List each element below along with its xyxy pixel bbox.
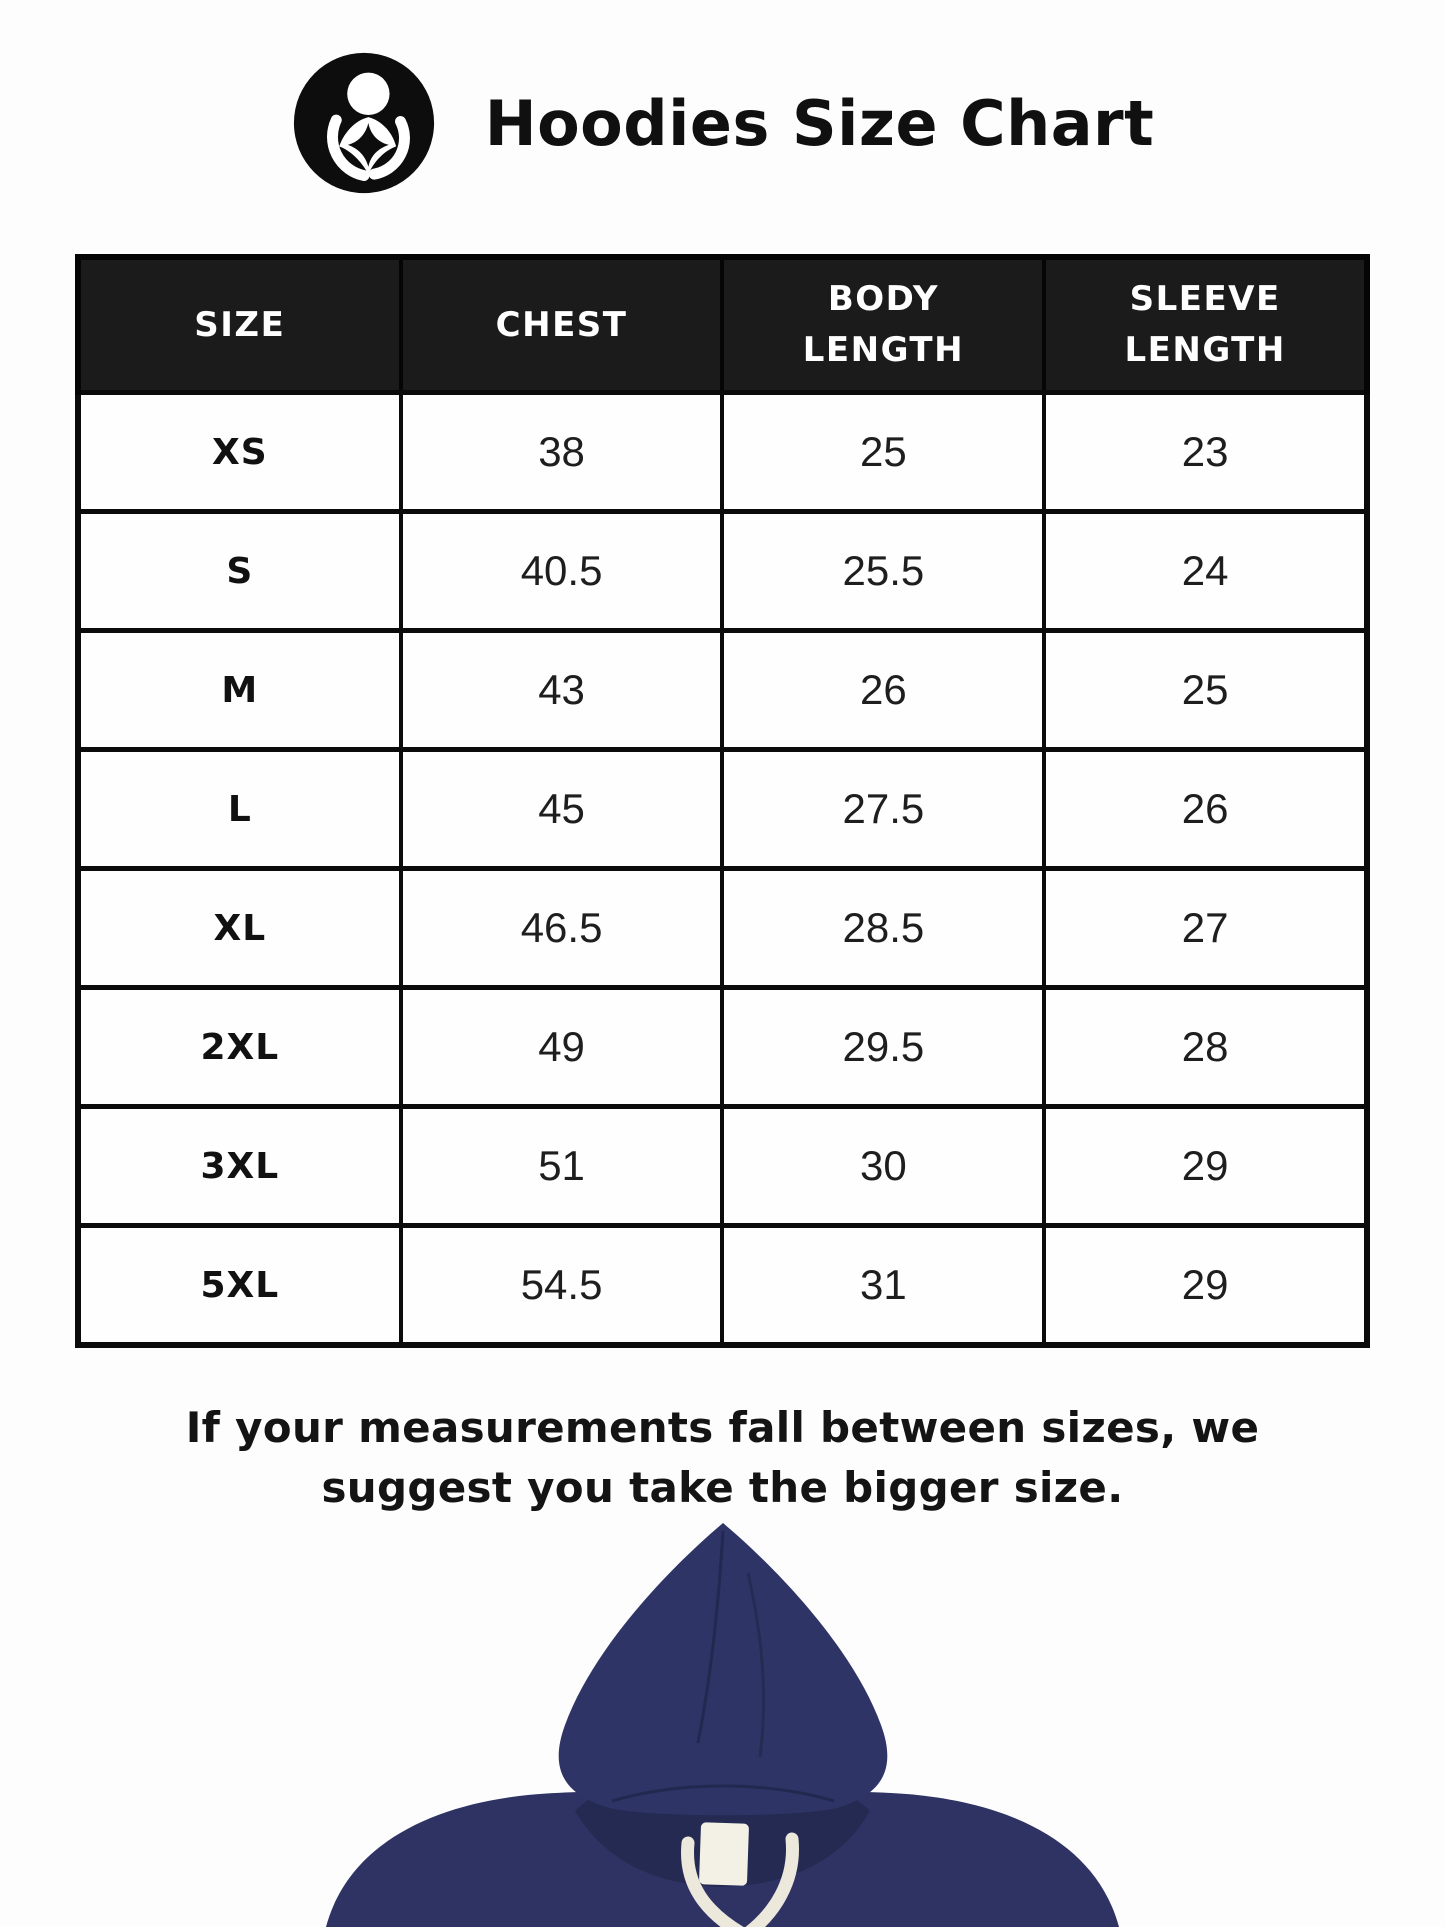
sleeve-length-cell: 23	[1042, 390, 1370, 514]
hoodie-neck-label	[699, 1822, 749, 1886]
column-header-sleeve-length: SLEEVE LENGTH	[1042, 254, 1370, 395]
chest-cell: 38	[398, 390, 725, 514]
column-header-size: SIZE	[75, 254, 403, 395]
sizing-note: If your measurements fall between sizes,…	[0, 1398, 1445, 1517]
sleeve-length-cell: 29	[1042, 1104, 1370, 1228]
size-cell: S	[75, 509, 403, 633]
chest-cell: 43	[398, 628, 725, 752]
table-row-s: S 40.5 25.5 24	[75, 509, 1370, 633]
body-length-cell: 30	[720, 1104, 1047, 1228]
chest-cell: 45	[398, 747, 725, 871]
size-cell: M	[75, 628, 403, 752]
table-row-xs: XS 38 25 23	[75, 390, 1370, 514]
body-length-cell: 31	[720, 1223, 1047, 1348]
page-title: Hoodies Size Chart	[484, 86, 1155, 160]
body-length-cell: 26	[720, 628, 1047, 752]
size-cell: 2XL	[75, 985, 403, 1109]
sleeve-length-cell: 26	[1042, 747, 1370, 871]
sleeve-length-cell: 24	[1042, 509, 1370, 633]
chest-cell: 40.5	[398, 509, 725, 633]
size-cell: XS	[75, 390, 403, 514]
size-cell: 3XL	[75, 1104, 403, 1228]
size-cell: L	[75, 747, 403, 871]
table-row-xl: XL 46.5 28.5 27	[75, 866, 1370, 990]
hoodie-hood-shape	[558, 1523, 888, 1816]
body-length-cell: 27.5	[720, 747, 1047, 871]
table-row-3xl: 3XL 51 30 29	[75, 1104, 1370, 1228]
sizing-note-line1: If your measurements fall between sizes,…	[185, 1403, 1260, 1452]
sleeve-length-cell: 25	[1042, 628, 1370, 752]
sleeve-length-cell: 27	[1042, 866, 1370, 990]
table-header: SIZE CHEST BODY LENGTH SLEEVE LENGTH	[75, 254, 1370, 395]
body-length-cell: 29.5	[720, 985, 1047, 1109]
column-header-chest: CHEST	[398, 254, 725, 395]
sleeve-length-cell: 29	[1042, 1223, 1370, 1348]
sizing-note-line2: suggest you take the bigger size.	[321, 1462, 1124, 1512]
hoodie-drawstring-left	[681, 1836, 744, 1927]
sleeve-length-cell: 28	[1042, 985, 1370, 1109]
table-row-l: L 45 27.5 26	[75, 747, 1370, 871]
table-row-2xl: 2XL 49 29.5 28	[75, 985, 1370, 1109]
hoodie-photo	[0, 1515, 1445, 1927]
chest-cell: 51	[398, 1104, 725, 1228]
size-chart-table: SIZE CHEST BODY LENGTH SLEEVE LENGTH XS …	[75, 254, 1370, 1348]
chest-cell: 54.5	[398, 1223, 725, 1348]
table-row-m: M 43 26 25	[75, 628, 1370, 752]
table-row-5xl: 5XL 54.5 31 29	[75, 1223, 1370, 1348]
hoodie-drawstring-right	[745, 1832, 799, 1927]
size-cell: 5XL	[75, 1223, 403, 1348]
size-cell: XL	[75, 866, 403, 990]
body-length-cell: 25.5	[720, 509, 1047, 633]
chest-cell: 46.5	[398, 866, 725, 990]
column-header-body-length: BODY LENGTH	[720, 254, 1047, 395]
table-body: XS 38 25 23 S 40.5 25.5 24 M 43 26 25 L …	[75, 390, 1370, 1348]
page-header: Hoodies Size Chart	[0, 0, 1445, 196]
body-length-cell: 25	[720, 390, 1047, 514]
body-length-cell: 28.5	[720, 866, 1047, 990]
chest-cell: 49	[398, 985, 725, 1109]
header-row: SIZE CHEST BODY LENGTH SLEEVE LENGTH	[75, 254, 1370, 395]
mother-and-baby-logo-icon	[291, 50, 437, 196]
